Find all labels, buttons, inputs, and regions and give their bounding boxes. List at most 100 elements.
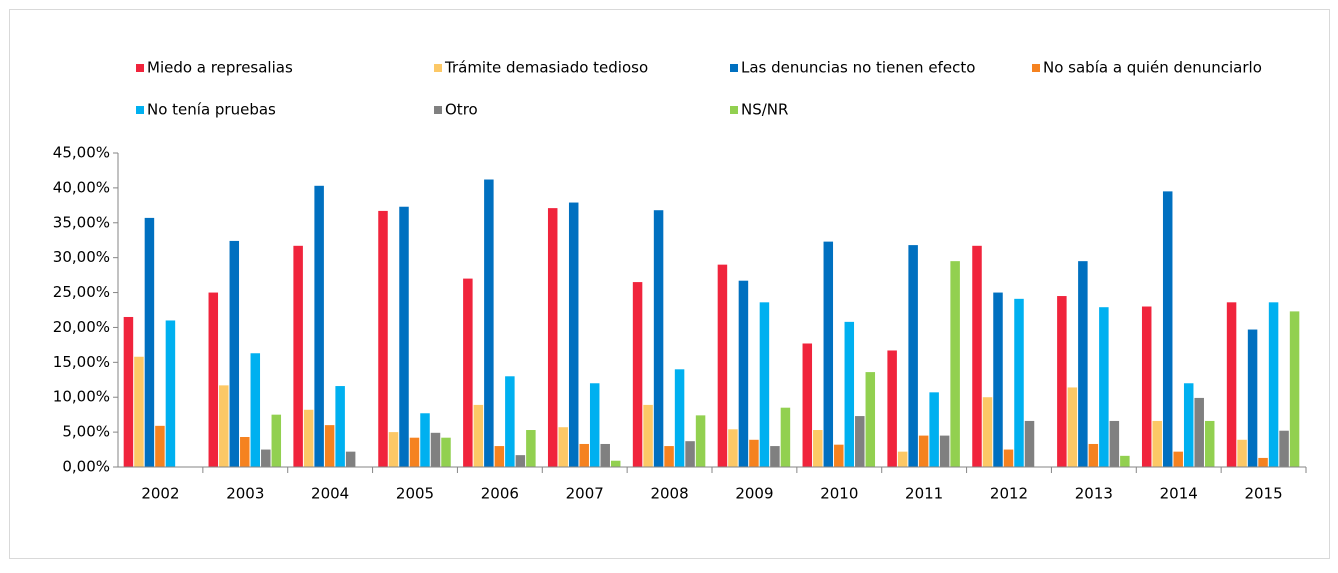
bar [855, 416, 865, 467]
bar [303, 409, 314, 467]
y-tick-label: 35,00% [53, 213, 110, 231]
legend-label: No tenía pruebas [147, 101, 276, 119]
y-tick-label: 25,00% [53, 283, 110, 301]
bar [749, 439, 759, 467]
legend-swatch [136, 64, 144, 72]
y-tick-label: 15,00% [53, 353, 110, 371]
bar [939, 435, 950, 467]
bar [324, 425, 335, 467]
legend-label: No sabía a quién denunciarlo [1043, 59, 1262, 77]
legend-swatch [434, 106, 442, 114]
bar [643, 404, 653, 467]
bar [1088, 443, 1099, 467]
bar [759, 302, 770, 467]
bar [208, 292, 219, 467]
bar [1258, 457, 1268, 467]
bar [430, 432, 441, 467]
bar [388, 432, 399, 467]
bar [887, 350, 897, 467]
legend-label: Otro [445, 101, 478, 119]
x-tick-label: 2002 [141, 485, 179, 503]
bar [155, 425, 165, 467]
bar [123, 316, 134, 467]
bar [1289, 311, 1300, 467]
legend-swatch [434, 64, 442, 72]
x-tick-label: 2008 [650, 485, 688, 503]
bar [632, 282, 643, 467]
bar [1003, 449, 1014, 467]
bar [165, 320, 176, 467]
x-tick-label: 2010 [820, 485, 858, 503]
bar [441, 437, 451, 467]
bar [770, 446, 780, 467]
bar [526, 430, 536, 467]
bar [1247, 329, 1258, 467]
bar [695, 415, 706, 467]
y-tick-label: 0,00% [62, 458, 110, 476]
x-tick-label: 2009 [735, 485, 773, 503]
bar [240, 436, 250, 467]
bar [950, 261, 960, 467]
bar [600, 443, 610, 467]
bar [420, 413, 430, 467]
bar [134, 356, 144, 467]
bar [345, 451, 356, 467]
bar [1141, 306, 1152, 467]
legend-label: Miedo a represalias [147, 59, 293, 77]
legend-label: Trámite demasiado tedioso [444, 59, 648, 77]
bar [1078, 261, 1088, 467]
bar [1279, 430, 1289, 467]
bar [728, 429, 738, 467]
bar [250, 353, 261, 467]
bar [834, 444, 844, 467]
y-tick-label: 30,00% [53, 248, 110, 266]
bar [1204, 420, 1215, 467]
bar [378, 210, 388, 467]
x-tick-label: 2005 [396, 485, 434, 503]
bar [865, 372, 876, 467]
bar [293, 245, 303, 467]
legend-swatch [136, 106, 144, 114]
x-tick-label: 2013 [1075, 485, 1113, 503]
bar [399, 206, 409, 467]
bar [314, 185, 324, 467]
bar [685, 441, 695, 467]
bar [717, 264, 728, 467]
bar [335, 386, 345, 467]
bar [1014, 298, 1024, 467]
bar [1237, 439, 1247, 467]
bar [780, 407, 791, 467]
bar [1109, 420, 1120, 467]
bar [664, 446, 674, 467]
bar [1152, 420, 1162, 467]
bar [653, 210, 664, 467]
x-tick-label: 2007 [566, 485, 604, 503]
bar [261, 449, 271, 467]
bar [1067, 387, 1078, 467]
x-tick-label: 2014 [1160, 485, 1198, 503]
bar [515, 455, 526, 467]
bar [1120, 455, 1130, 467]
bar [993, 292, 1003, 467]
bar [982, 397, 993, 467]
bar [505, 376, 515, 467]
x-tick-label: 2006 [481, 485, 519, 503]
x-tick-label: 2015 [1244, 485, 1282, 503]
bar [271, 414, 282, 467]
y-tick-label: 5,00% [62, 423, 110, 441]
bar [1099, 307, 1109, 467]
legend-label: Las denuncias no tienen efecto [741, 59, 975, 77]
bar [144, 217, 155, 467]
bar [1194, 397, 1204, 467]
bar [494, 446, 505, 467]
bar [1268, 302, 1279, 467]
bar [802, 343, 813, 467]
bar [1162, 191, 1173, 467]
chart-frame [9, 9, 1330, 559]
bar [674, 369, 685, 467]
bar [897, 451, 908, 467]
bar [568, 202, 579, 467]
bar [589, 383, 600, 467]
bar [738, 280, 749, 467]
bar [463, 278, 473, 467]
